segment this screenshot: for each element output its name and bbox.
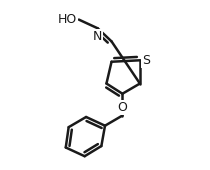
Text: N: N (93, 30, 102, 43)
Text: O: O (118, 101, 127, 114)
Text: S: S (142, 54, 150, 67)
Text: HO: HO (58, 13, 77, 26)
